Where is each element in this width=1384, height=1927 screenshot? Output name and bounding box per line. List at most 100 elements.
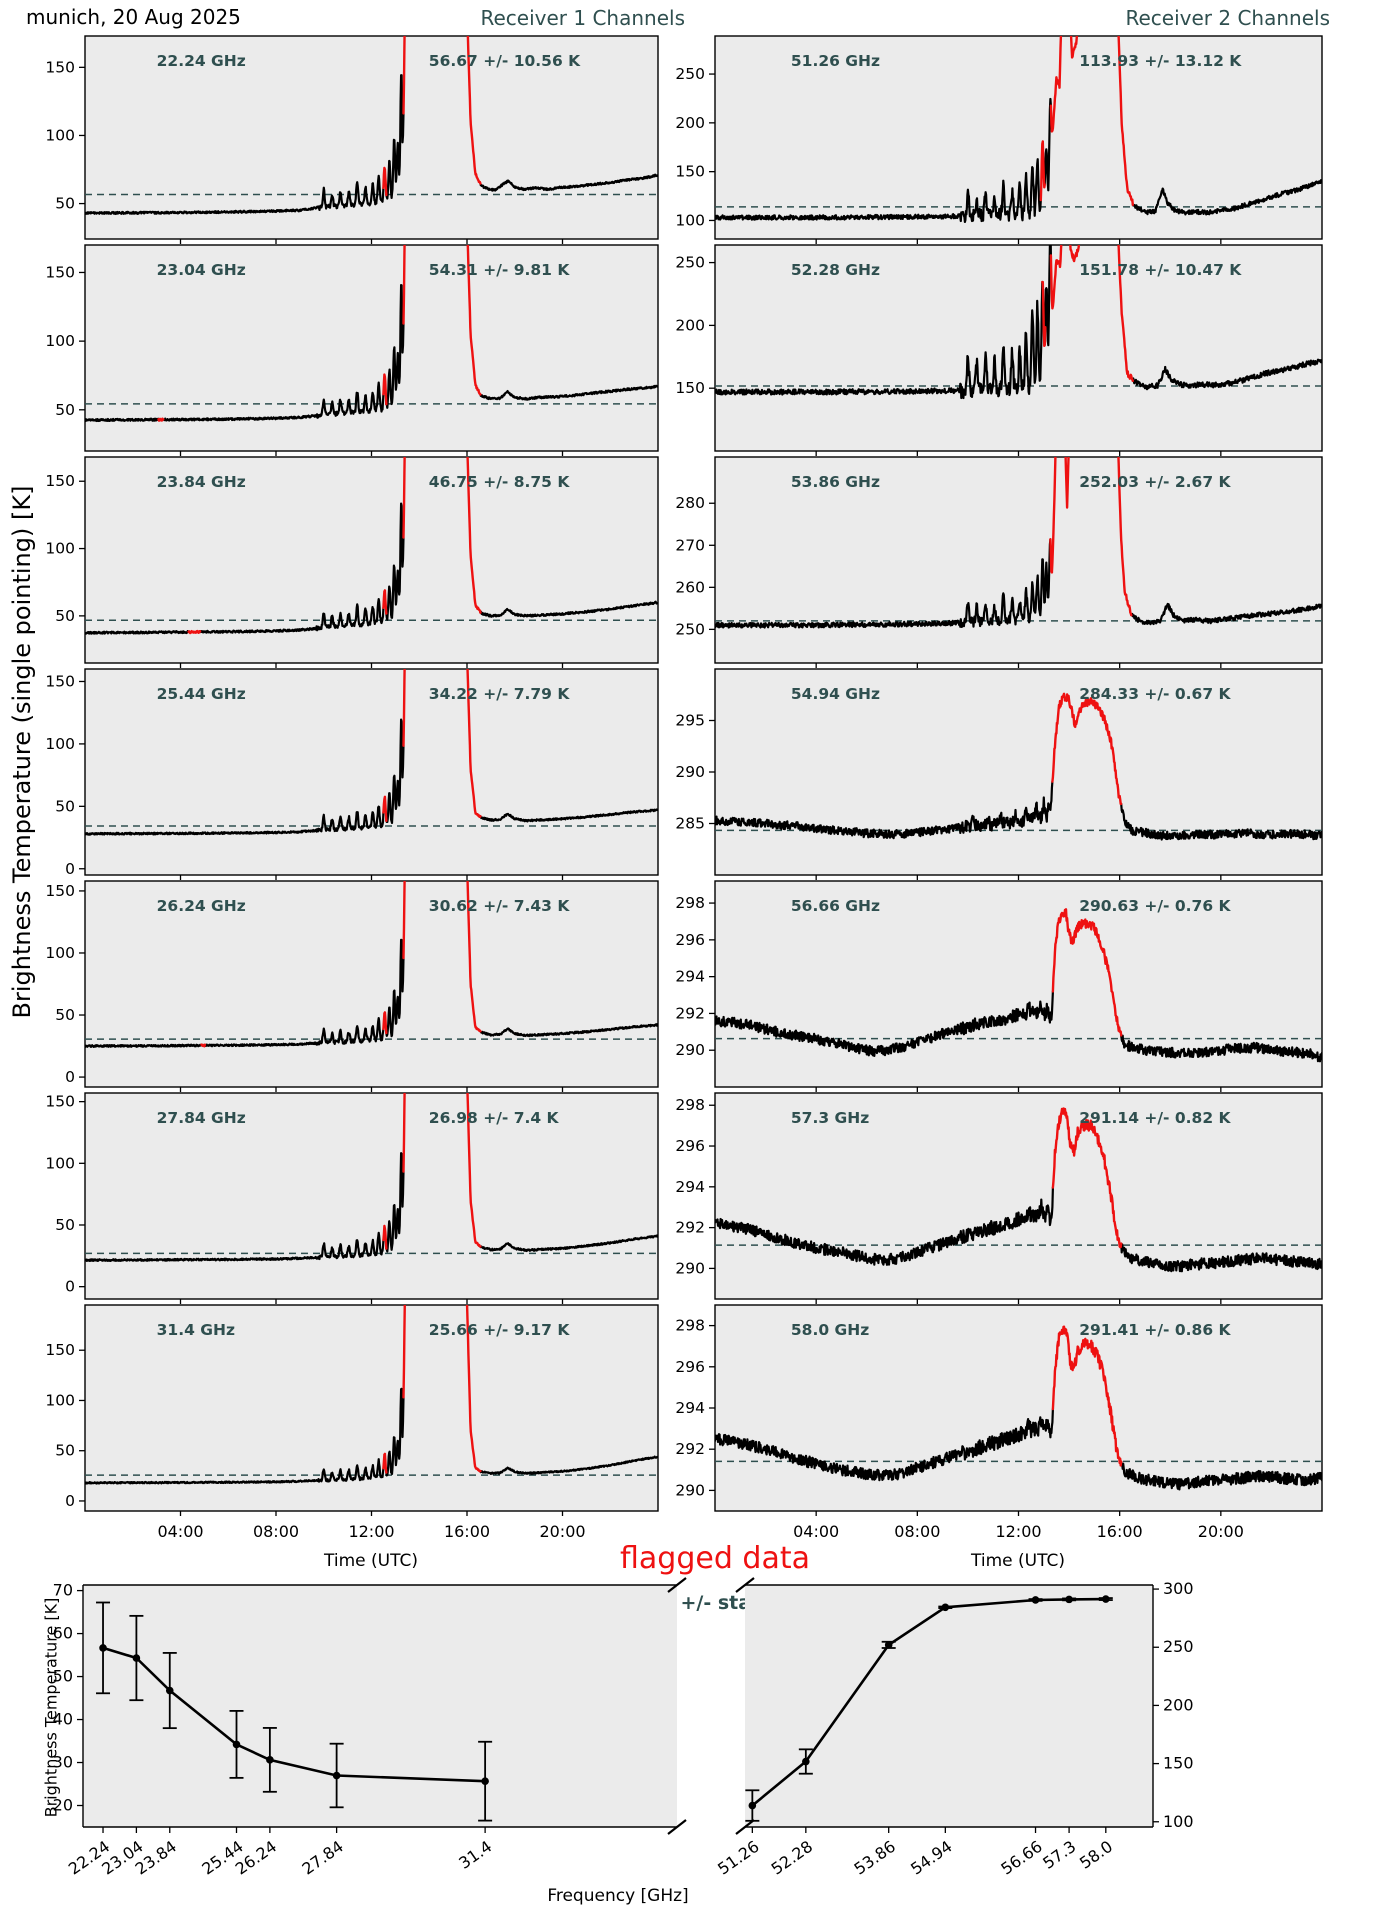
channel-frequency-label: 23.84 GHz <box>157 473 246 491</box>
panel-58.0GHz: 290 292 294 296 298 04:00 08:00 12:00 16:00 20:00… <box>675 1304 1323 1541</box>
frequency-tick-label: 54.94 <box>907 1837 955 1879</box>
flagged-data-label: flagged data <box>620 1541 810 1576</box>
time-tick-label: 16:00 <box>444 1522 490 1541</box>
series-flagged <box>1051 1325 1123 1467</box>
channel-mean-std-label: 284.33 +/- 0.67 K <box>1079 685 1231 703</box>
panel-background <box>714 456 1323 664</box>
frequency-tick-label: 53.86 <box>851 1837 899 1879</box>
series-flagged <box>1051 1107 1123 1249</box>
channel-frequency-label: 58.0 GHz <box>791 1321 869 1339</box>
series-group <box>715 245 1322 400</box>
data-point <box>1102 1595 1110 1603</box>
data-point <box>165 1686 174 1695</box>
time-axis-label-right: Time (UTC) <box>971 1551 1065 1571</box>
summary-y-tick-label: 50 <box>53 1667 73 1686</box>
panel-51.26GHz: 100 150 200 250 51.26 GHz 113.93 +/- 13.12 K <box>675 35 1323 244</box>
axis-break-mark <box>667 1577 687 1593</box>
y-tick-label: 200 <box>675 114 705 132</box>
y-tick-label: 294 <box>675 968 705 986</box>
y-tick-label: 50 <box>55 1216 75 1234</box>
y-tick-label: 285 <box>675 815 705 833</box>
y-tick-label: 0 <box>65 1068 75 1086</box>
series-flagged <box>187 457 482 635</box>
series-black <box>715 780 1322 841</box>
series-group <box>85 669 658 836</box>
y-tick-label: 100 <box>45 126 75 144</box>
y-tick-label: 100 <box>45 540 75 558</box>
channel-frequency-label: 51.26 GHz <box>791 52 880 70</box>
time-tick-label: 08:00 <box>253 1522 299 1541</box>
receiver1-title: Receiver 1 Channels <box>480 6 686 30</box>
y-tick-label: 290 <box>675 1259 705 1277</box>
y-tick-label: 292 <box>675 1219 705 1237</box>
channel-mean-std-label: 151.78 +/- 10.47 K <box>1079 261 1242 279</box>
series-group <box>715 1325 1322 1491</box>
panel-23.04GHz: 50 100 150 23.04 GHz 54.31 +/- 9.81 K <box>45 244 659 456</box>
receiver2-title: Receiver 2 Channels <box>1125 6 1331 30</box>
time-tick-label: 04:00 <box>793 1522 839 1541</box>
panel-57.3GHz: 290 292 294 296 298 57.3 GHz 291.14 +/- 0.82 K <box>675 1092 1323 1304</box>
axis-break-mark <box>667 1819 687 1835</box>
summary-y-tick-label: 200 <box>1163 1695 1194 1714</box>
series-group <box>85 881 658 1048</box>
channel-frequency-label: 27.84 GHz <box>157 1109 246 1127</box>
y-tick-label: 50 <box>55 1006 75 1024</box>
frequency-tick-label: 58.0 <box>1076 1837 1116 1873</box>
y-tick-label: 250 <box>675 65 705 83</box>
y-tick-label: 0 <box>65 1278 75 1296</box>
panel-56.66GHz: 290 292 294 296 298 56.66 GHz 290.63 +/- 0.76 … <box>675 880 1323 1092</box>
summary-x-label: Frequency [GHz] <box>547 1886 689 1906</box>
panel-25.44GHz: 0 50 100 150 25.44 GHz 34.22 +/- 7.79 K <box>45 668 659 880</box>
data-point <box>266 1756 274 1764</box>
summary-y-tick-label: 70 <box>53 1581 73 1600</box>
time-tick-label: 20:00 <box>539 1522 585 1541</box>
y-tick-label: 150 <box>45 58 75 76</box>
series-black <box>85 718 658 836</box>
y-tick-label: 100 <box>45 944 75 962</box>
y-tick-label: 250 <box>675 620 705 638</box>
frequency-tick-label: 51.26 <box>714 1837 762 1879</box>
summary-y-tick-label: 300 <box>1163 1579 1194 1598</box>
y-tick-label: 100 <box>45 332 75 350</box>
y-tick-label: 290 <box>675 1481 705 1499</box>
page-title: munich, 20 Aug 2025 <box>26 5 241 29</box>
series-flagged <box>1039 36 1134 206</box>
summary-y-tick-label: 250 <box>1163 1637 1194 1656</box>
frequency-tick-label: 27.84 <box>298 1837 346 1879</box>
series-black <box>85 502 658 635</box>
y-tick-label: 200 <box>675 316 705 334</box>
series-black <box>85 1152 658 1262</box>
channel-mean-std-label: 34.22 +/- 7.79 K <box>429 685 571 703</box>
channel-frequency-label: 31.4 GHz <box>157 1321 235 1339</box>
panel-22.24GHz: 50 100 150 22.24 GHz 56.67 +/- 10.56 K <box>45 35 659 244</box>
series-group <box>85 245 658 423</box>
y-tick-label: 270 <box>675 536 705 554</box>
panel-31.4GHz: 0 50 100 150 04:00 08:00 12:00 16:00 20:00 31.4 G… <box>45 1304 659 1541</box>
channel-mean-std-label: 252.03 +/- 2.67 K <box>1079 473 1231 491</box>
data-point <box>232 1740 241 1749</box>
series-flagged <box>157 245 482 422</box>
series-group <box>715 692 1322 841</box>
y-tick-label: 0 <box>65 860 75 878</box>
channel-frequency-label: 22.24 GHz <box>157 52 246 70</box>
frequency-tick-label: 57.3 <box>1039 1837 1079 1873</box>
y-tick-label: 0 <box>65 1492 75 1510</box>
panel-26.24GHz: 0 50 100 150 26.24 GHz 30.62 +/- 7.43 K <box>45 880 659 1092</box>
y-tick-label: 294 <box>675 1178 705 1196</box>
panel-53.86GHz: 250 260 270 280 53.86 GHz 252.03 +/- 2.67 K <box>675 456 1323 668</box>
channel-mean-std-label: 113.93 +/- 13.12 K <box>1079 52 1242 70</box>
data-point <box>1065 1595 1073 1604</box>
summary-y-tick-label: 40 <box>53 1710 73 1729</box>
data-point <box>802 1757 810 1766</box>
channel-frequency-label: 52.28 GHz <box>791 261 880 279</box>
series-flagged <box>382 36 482 197</box>
summary-background <box>745 1585 1153 1827</box>
time-axis-label-left: Time (UTC) <box>324 1551 418 1571</box>
data-point <box>941 1603 950 1612</box>
channel-mean-std-label: 291.14 +/- 0.82 K <box>1079 1109 1231 1127</box>
y-tick-label: 298 <box>675 1317 705 1335</box>
channel-frequency-label: 23.04 GHz <box>157 261 246 279</box>
channel-mean-std-label: 25.66 +/- 9.17 K <box>429 1321 571 1339</box>
summary-y-tick-label: 60 <box>53 1624 73 1643</box>
